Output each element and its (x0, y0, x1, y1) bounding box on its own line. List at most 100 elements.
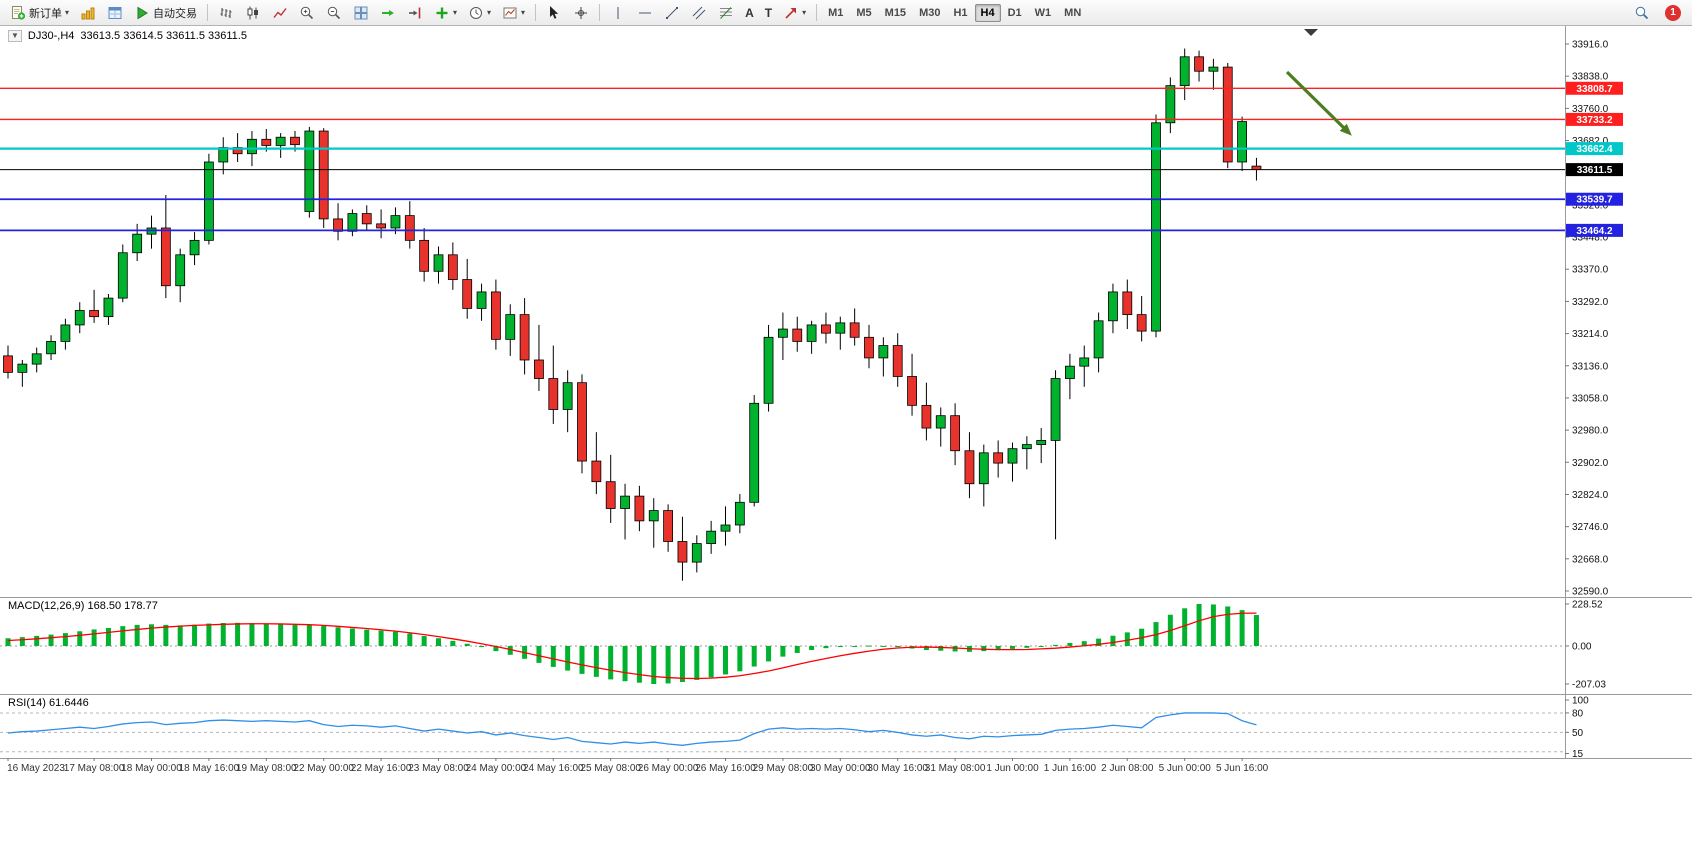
chart-canvas[interactable]: 33916.033838.033760.033682.033604.033526… (0, 26, 1692, 841)
macd-histogram-bar (593, 645, 599, 677)
svg-text:228.52: 228.52 (1572, 600, 1603, 611)
candle-body (519, 314, 530, 361)
arrow-annotation-head[interactable] (1339, 123, 1352, 136)
trendline-icon (664, 5, 680, 21)
macd-histogram-bar (206, 623, 212, 646)
price-tag (1566, 192, 1623, 206)
fibonacci-icon (718, 5, 734, 21)
macd-histogram-bar (378, 630, 384, 646)
svg-text:33464.2: 33464.2 (1576, 226, 1613, 237)
chart-symbol-label: DJ30-,H4 (27, 30, 75, 42)
channel-tool-button[interactable] (686, 2, 712, 24)
macd-histogram-bar (19, 637, 25, 646)
candle-body (1208, 66, 1219, 72)
notification-badge[interactable]: 1 (1665, 4, 1681, 21)
chevron-down-icon: ▾ (65, 7, 70, 17)
crosshair-button[interactable] (568, 2, 594, 24)
arrows-tool-button[interactable]: ▾ (778, 2, 811, 24)
indicators-button[interactable]: ▾ (429, 2, 462, 24)
auto-scroll-button[interactable] (375, 2, 401, 24)
macd-histogram-bar (866, 645, 872, 647)
macd-signal-line (7, 612, 1257, 680)
macd-histogram-bar (120, 626, 126, 646)
macd-histogram-bar (77, 631, 83, 646)
chart-shift-icon (407, 5, 423, 21)
zoom-in-icon (299, 5, 315, 21)
vertical-line-tool-button[interactable] (605, 2, 631, 24)
arrow-annotation-line[interactable] (1285, 70, 1346, 130)
chart-shift-button[interactable] (402, 2, 428, 24)
macd-histogram-bar (436, 638, 441, 646)
tf-m15-button[interactable]: M15 (884, 6, 907, 19)
macd-histogram-bar (392, 631, 398, 646)
candle-body (921, 404, 932, 429)
time-label: 1 Jun 16:00 (1044, 763, 1097, 774)
tf-h1-button[interactable]: H1 (953, 6, 968, 19)
candle-body (189, 239, 200, 256)
data-window-button[interactable] (102, 2, 128, 24)
candle-body (390, 215, 401, 229)
tf-m1-button[interactable]: M1 (828, 6, 844, 19)
horizontal-line-tool-button[interactable] (632, 2, 658, 24)
macd-histogram-bar (565, 645, 571, 671)
cursor-icon (546, 5, 562, 21)
zoom-in-button[interactable] (294, 2, 320, 24)
tile-windows-button[interactable] (348, 2, 374, 24)
tf-w1-button[interactable]: W1 (1034, 6, 1052, 19)
macd-histogram-bar (421, 636, 427, 646)
chart-shift-marker[interactable] (1304, 29, 1318, 36)
fibonacci-tool-button[interactable] (713, 2, 739, 24)
chevron-down-icon: ▾ (487, 7, 492, 17)
market-watch-button[interactable] (75, 2, 101, 24)
macd-histogram-bar (708, 645, 714, 678)
periods-button[interactable]: ▾ (463, 2, 496, 24)
macd-histogram-bar (981, 645, 987, 652)
time-label: 24 May 16:00 (523, 763, 584, 774)
text-tool-button[interactable]: A (740, 2, 759, 24)
candle-body (361, 213, 372, 225)
tf-m30-button[interactable]: M30 (919, 6, 941, 19)
tf-m5-button[interactable]: M5 (856, 6, 872, 19)
zoom-out-button[interactable] (321, 2, 347, 24)
svg-text:0.00: 0.00 (1572, 641, 1592, 652)
candle-body (132, 233, 143, 254)
candle-body (691, 543, 702, 563)
candle-body (1050, 378, 1061, 441)
macd-histogram-bar (608, 645, 614, 680)
candle-body (605, 481, 616, 509)
templates-button[interactable]: ▾ (497, 2, 530, 24)
macd-histogram-bar (1253, 615, 1259, 646)
macd-histogram-bar (679, 645, 685, 682)
macd-histogram-bar (737, 645, 743, 672)
candle-body (1093, 320, 1104, 359)
macd-histogram-bar (1038, 645, 1044, 647)
macd-panel: 228.52 0.00 -207.03 (0, 600, 1606, 691)
candlesticks (3, 48, 1262, 581)
svg-text:33808.7: 33808.7 (1576, 84, 1613, 95)
candlestick-chart-button[interactable] (240, 2, 266, 24)
tf-d1-button[interactable]: D1 (1007, 6, 1022, 19)
search-button[interactable] (1629, 2, 1655, 24)
new-order-button[interactable]: 新订单 ▾ (5, 2, 74, 24)
candle-body (1222, 66, 1233, 163)
label-tool-button[interactable]: T (760, 2, 777, 24)
macd-histogram-bar (723, 645, 728, 675)
candle-body (978, 452, 989, 485)
candle-body (175, 254, 186, 287)
macd-histogram-bar (852, 645, 858, 647)
annotations (1285, 29, 1352, 136)
auto-trading-button[interactable]: 自动交易 (129, 2, 202, 24)
trendline-tool-button[interactable] (659, 2, 685, 24)
svg-text:33214.0: 33214.0 (1572, 329, 1609, 340)
price-tag (1566, 112, 1623, 126)
chart-frame (0, 26, 1692, 759)
one-click-trading-toggle[interactable]: ▼ (8, 30, 22, 42)
candle-body (1237, 121, 1247, 163)
time-label: 1 Jun 00:00 (986, 763, 1039, 774)
cursor-button[interactable] (541, 2, 567, 24)
price-tag (1566, 163, 1623, 177)
tf-mn-button[interactable]: MN (1064, 6, 1082, 19)
bar-chart-button[interactable] (213, 2, 239, 24)
tf-h4-button[interactable]: H4 (974, 3, 1001, 22)
line-chart-button[interactable] (267, 2, 293, 24)
